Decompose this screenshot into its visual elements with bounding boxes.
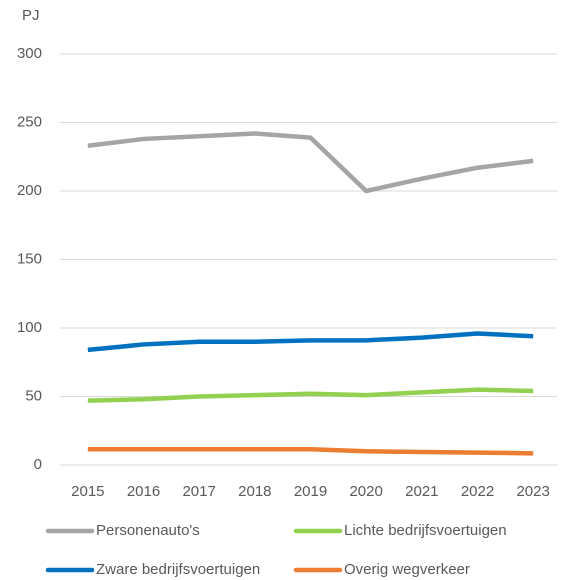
y-tick-label: 0: [34, 456, 42, 473]
x-tick-label: 2022: [461, 483, 494, 500]
y-tick-label: 50: [25, 387, 42, 404]
legend-label: Lichte bedrijfsvoertuigen: [344, 522, 507, 539]
y-tick-label: 150: [17, 250, 42, 267]
x-tick-label: 2017: [182, 483, 215, 500]
legend-label: Overig wegverkeer: [344, 561, 470, 578]
y-tick-label: 100: [17, 319, 42, 336]
x-tick-label: 2016: [127, 483, 160, 500]
x-tick-label: 2021: [405, 483, 438, 500]
x-tick-label: 2018: [238, 483, 271, 500]
legend-label: Zware bedrijfsvoertuigen: [96, 561, 260, 578]
y-tick-label: 250: [17, 113, 42, 130]
x-tick-label: 2015: [71, 483, 104, 500]
x-tick-label: 2020: [349, 483, 382, 500]
y-tick-label: 200: [17, 182, 42, 199]
legend-label: Personenauto's: [96, 522, 200, 539]
series-line: [87, 331, 534, 353]
y-axis-label: PJ: [22, 7, 40, 24]
x-tick-label: 2023: [516, 483, 549, 500]
x-tick-label: 2019: [294, 483, 327, 500]
series-line: [87, 387, 534, 403]
series-line: [87, 131, 534, 194]
series-line: [87, 446, 534, 456]
y-tick-label: 300: [17, 45, 42, 62]
